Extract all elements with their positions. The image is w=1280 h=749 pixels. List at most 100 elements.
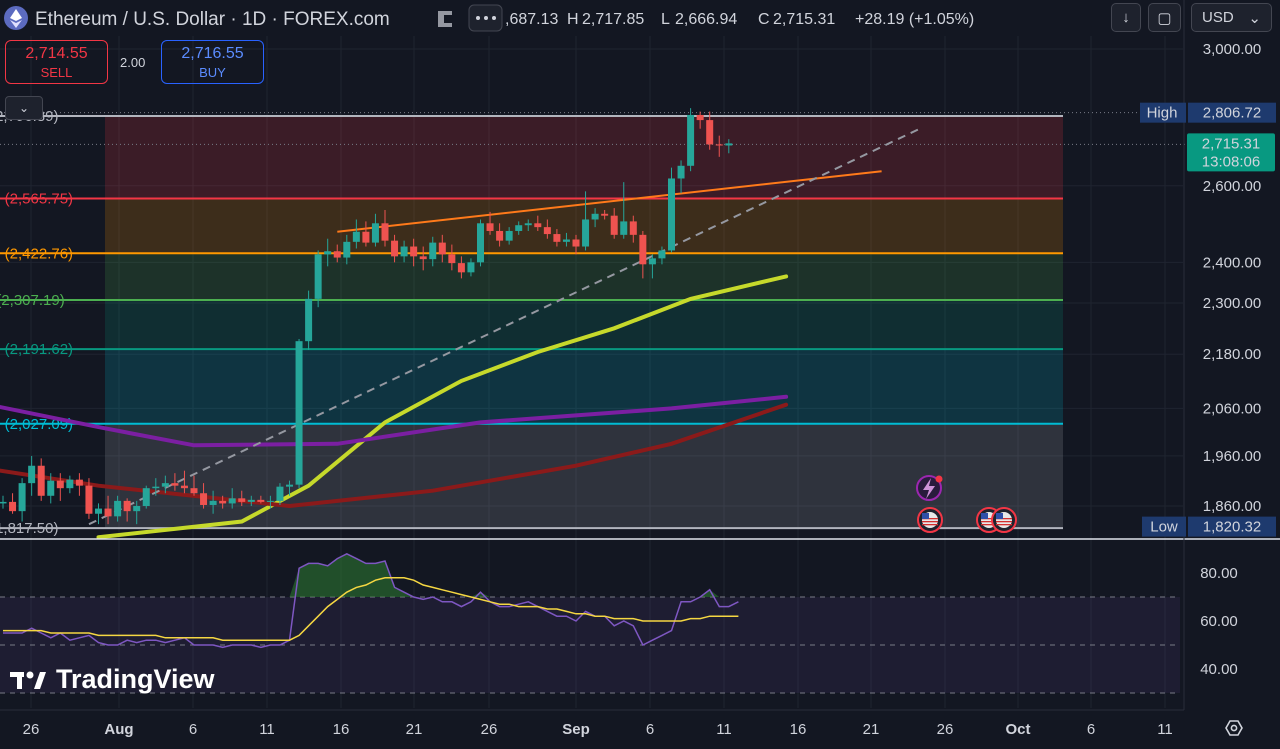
candle — [410, 238, 418, 267]
price-tick-label: 2,600.00 — [1203, 178, 1261, 195]
candle-body — [438, 242, 446, 255]
candle — [66, 475, 74, 494]
candle — [648, 254, 656, 279]
candle — [696, 111, 704, 129]
candle-body — [133, 506, 141, 512]
last-price-tag-bg — [1187, 133, 1275, 172]
us-flag-icon[interactable] — [991, 507, 1017, 533]
collapse-chevron-icon[interactable]: ⌄ — [5, 96, 43, 120]
candle-body — [75, 479, 83, 486]
candle — [114, 495, 122, 522]
candle-body — [266, 500, 274, 502]
flag-stripe — [981, 524, 997, 526]
sell-label: SELL — [40, 65, 73, 80]
candle — [305, 290, 313, 350]
candle — [582, 191, 590, 251]
candle — [200, 483, 208, 509]
candle-body — [152, 486, 160, 489]
high-tag-label: High — [1147, 105, 1178, 122]
candle-body — [572, 239, 580, 247]
candle-body — [333, 251, 341, 258]
time-axis[interactable]: 26 Aug 6 11 16 21 26 Sep 6 11 16 21 26 Oct 6 11 — [0, 709, 1243, 738]
time-tick-label: 26 — [937, 721, 954, 738]
candle — [295, 339, 303, 489]
trend-lines[interactable] — [88, 127, 921, 526]
candle-body — [209, 500, 217, 505]
candle — [706, 111, 714, 150]
buy-button[interactable]: 2,716.55 BUY — [161, 40, 264, 84]
candle — [562, 232, 570, 247]
lightning-bolt — [923, 478, 935, 499]
upper-trend-line[interactable] — [337, 170, 882, 233]
us-flag-icon[interactable] — [917, 507, 943, 533]
candle — [257, 495, 265, 504]
sell-button[interactable]: 2,714.55 SELL — [5, 40, 108, 84]
ohlc-low-label: L — [661, 11, 670, 28]
candle — [352, 219, 360, 249]
candle-body — [190, 488, 198, 494]
rsi-tick-label: 40.00 — [1200, 661, 1238, 678]
candle — [572, 234, 580, 255]
candle — [725, 139, 733, 154]
candle-body — [28, 465, 36, 484]
candle — [343, 234, 351, 265]
candle — [515, 221, 523, 235]
flag-stripe — [922, 521, 938, 523]
candle-body — [238, 498, 246, 502]
ohlc-low: 2,666.94 — [675, 11, 737, 28]
sell-price: 2,714.55 — [25, 45, 88, 62]
candle — [276, 483, 284, 505]
candle — [18, 478, 26, 522]
fib-zones — [105, 116, 1063, 529]
candle — [419, 246, 427, 271]
candle — [677, 160, 685, 194]
candle — [601, 210, 609, 220]
candle — [496, 223, 504, 247]
candle-body — [486, 223, 494, 231]
candle-body — [515, 225, 523, 231]
price-tick-label: 2,060.00 — [1203, 400, 1261, 417]
low-tag-value-bg — [1188, 516, 1276, 537]
flag-stripe — [981, 521, 997, 523]
candle — [133, 500, 141, 525]
time-tick-label: Aug — [104, 721, 133, 738]
candle-body — [66, 479, 74, 489]
price-axis[interactable]: 3,000.00 2,600.00 2,400.00 2,300.00 2,180.00… — [1140, 0, 1276, 710]
more-options-icon[interactable] — [468, 4, 503, 32]
ohlc-change: +28.19 (+1.05%) — [855, 11, 974, 28]
candle-body — [677, 165, 685, 179]
candle-body — [601, 213, 609, 216]
settings-gear-icon[interactable] — [1225, 720, 1243, 736]
lightning-event-icon[interactable] — [916, 475, 943, 501]
candle-body — [180, 485, 188, 489]
candle — [391, 234, 399, 263]
candle-body — [562, 239, 570, 242]
candle — [362, 221, 370, 247]
flag-stripe — [996, 518, 1012, 520]
candle — [400, 240, 408, 263]
layout-icon[interactable]: ▢ — [1148, 3, 1181, 32]
candle-body — [496, 230, 504, 241]
event-markers[interactable] — [916, 475, 1017, 533]
candle — [0, 495, 7, 509]
price-tick-label: 2,400.00 — [1203, 254, 1261, 271]
candle-body — [0, 501, 7, 504]
fib-level-label: 0.236 (2,565.75) — [0, 190, 73, 207]
time-tick-label: 11 — [259, 721, 275, 738]
candle-body — [629, 221, 637, 235]
candle — [629, 215, 637, 243]
download-arrow-icon[interactable]: ↓ — [1111, 3, 1141, 32]
candle — [553, 229, 561, 247]
candle — [9, 493, 17, 514]
candle-body — [381, 223, 389, 241]
candle-body — [257, 499, 265, 502]
candle-body — [85, 485, 93, 514]
ohlc-close-label: C — [758, 11, 770, 28]
flag-bookmark-icon[interactable] — [438, 11, 452, 27]
candle — [639, 230, 647, 279]
candle-body — [668, 178, 675, 251]
currency-select[interactable]: USD ⌄ — [1191, 3, 1272, 32]
candle — [658, 246, 666, 265]
candle-body — [295, 341, 303, 485]
